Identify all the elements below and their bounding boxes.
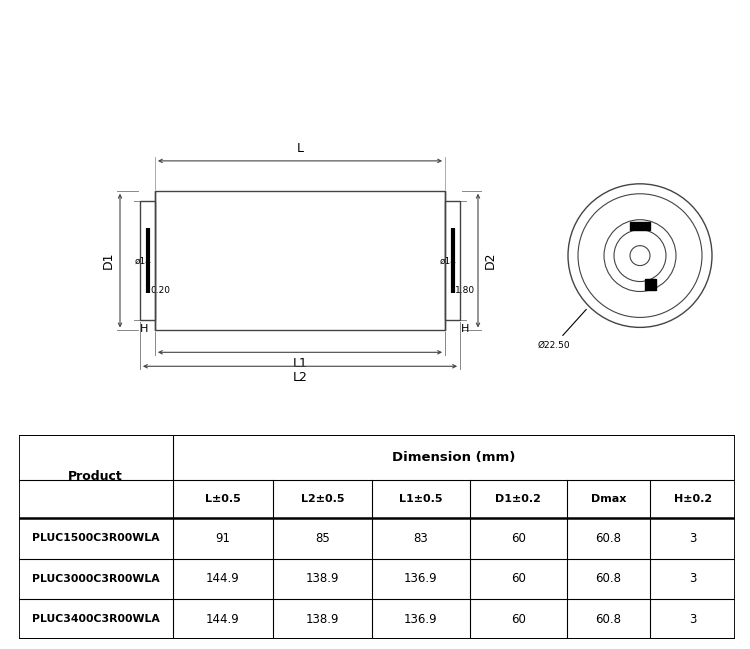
Text: 136.9: 136.9: [404, 572, 438, 585]
Text: 60.8: 60.8: [596, 613, 622, 626]
Text: D1: D1: [102, 252, 115, 269]
Circle shape: [614, 230, 666, 282]
Bar: [630, 222, 650, 230]
Text: H: H: [461, 324, 470, 334]
Circle shape: [604, 220, 676, 291]
Text: L2±0.5: L2±0.5: [301, 494, 344, 504]
Text: 0.20: 0.20: [151, 286, 170, 295]
Text: 3: 3: [689, 572, 697, 585]
Text: D2: D2: [484, 252, 497, 269]
Text: 144.9: 144.9: [206, 613, 240, 626]
Text: Ø22.50: Ø22.50: [538, 310, 586, 349]
Bar: [644, 278, 656, 289]
Text: Dmax: Dmax: [591, 494, 626, 504]
Text: 60: 60: [511, 572, 526, 585]
Text: 3: 3: [689, 613, 697, 626]
Bar: [445, 201, 460, 321]
Bar: [155, 191, 445, 330]
Text: Product: Product: [68, 470, 123, 483]
Text: H±0.2: H±0.2: [674, 494, 712, 504]
Text: ø14: ø14: [440, 256, 456, 265]
Text: L1: L1: [292, 358, 308, 371]
Text: 138.9: 138.9: [306, 613, 339, 626]
Text: 91: 91: [215, 532, 230, 545]
Circle shape: [578, 194, 702, 317]
Text: PLUC3400C3R00WLA: PLUC3400C3R00WLA: [32, 614, 160, 624]
Circle shape: [630, 245, 650, 265]
Text: 136.9: 136.9: [404, 613, 438, 626]
Text: L: L: [296, 142, 304, 155]
Text: 144.9: 144.9: [206, 572, 240, 585]
Text: D1±0.2: D1±0.2: [496, 494, 542, 504]
Text: Dimension (mm): Dimension (mm): [392, 451, 515, 464]
Text: 3: 3: [689, 532, 697, 545]
Text: PLUC1500C3R00WLA: PLUC1500C3R00WLA: [32, 533, 160, 543]
Text: 60: 60: [511, 613, 526, 626]
Text: Construction and Dimensions: Construction and Dimensions: [123, 26, 627, 55]
Text: L±0.5: L±0.5: [205, 494, 241, 504]
Text: 85: 85: [315, 532, 330, 545]
Bar: [140, 201, 155, 321]
Text: H: H: [140, 324, 148, 334]
Text: ø14: ø14: [134, 256, 152, 265]
Text: 1.80: 1.80: [454, 286, 475, 295]
Text: L1±0.5: L1±0.5: [399, 494, 442, 504]
Text: PLUC3000C3R00WLA: PLUC3000C3R00WLA: [32, 574, 160, 583]
Text: 138.9: 138.9: [306, 572, 339, 585]
Text: 60.8: 60.8: [596, 532, 622, 545]
Circle shape: [568, 184, 712, 327]
Text: 83: 83: [413, 532, 428, 545]
Text: 60.8: 60.8: [596, 572, 622, 585]
Text: L2: L2: [292, 371, 308, 384]
Text: 60: 60: [511, 532, 526, 545]
